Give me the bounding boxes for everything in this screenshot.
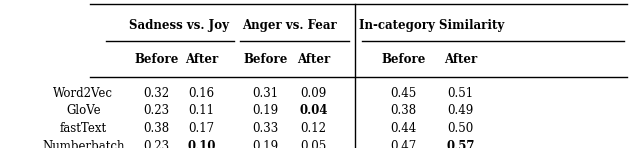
Text: Word2Vec: Word2Vec [53, 87, 113, 100]
Text: Sadness vs. Joy: Sadness vs. Joy [129, 19, 229, 32]
Text: 0.57: 0.57 [447, 140, 475, 148]
Text: Before: Before [381, 53, 426, 66]
Text: Before: Before [134, 53, 179, 66]
Text: 0.45: 0.45 [390, 87, 417, 100]
Text: 0.11: 0.11 [189, 104, 214, 118]
Text: 0.19: 0.19 [253, 104, 278, 118]
Text: 0.09: 0.09 [300, 87, 327, 100]
Text: In-category Similarity: In-category Similarity [360, 19, 504, 32]
Text: 0.05: 0.05 [300, 140, 327, 148]
Text: Before: Before [243, 53, 288, 66]
Text: 0.49: 0.49 [447, 104, 474, 118]
Text: After: After [444, 53, 477, 66]
Text: 0.44: 0.44 [390, 122, 417, 135]
Text: 0.23: 0.23 [144, 140, 170, 148]
Text: 0.16: 0.16 [189, 87, 214, 100]
Text: 0.33: 0.33 [252, 122, 279, 135]
Text: 0.32: 0.32 [144, 87, 170, 100]
Text: Anger vs. Fear: Anger vs. Fear [242, 19, 337, 32]
Text: 0.47: 0.47 [390, 140, 417, 148]
Text: 0.12: 0.12 [301, 122, 326, 135]
Text: 0.50: 0.50 [447, 122, 474, 135]
Text: 0.38: 0.38 [390, 104, 416, 118]
Text: 0.23: 0.23 [144, 104, 170, 118]
Text: 0.10: 0.10 [188, 140, 216, 148]
Text: 0.17: 0.17 [189, 122, 214, 135]
Text: 0.31: 0.31 [253, 87, 278, 100]
Text: After: After [185, 53, 218, 66]
Text: Numberbatch: Numberbatch [42, 140, 124, 148]
Text: 0.19: 0.19 [253, 140, 278, 148]
Text: GloVe: GloVe [66, 104, 100, 118]
Text: fastText: fastText [60, 122, 107, 135]
Text: 0.38: 0.38 [144, 122, 170, 135]
Text: 0.51: 0.51 [448, 87, 474, 100]
Text: After: After [297, 53, 330, 66]
Text: 0.04: 0.04 [300, 104, 328, 118]
